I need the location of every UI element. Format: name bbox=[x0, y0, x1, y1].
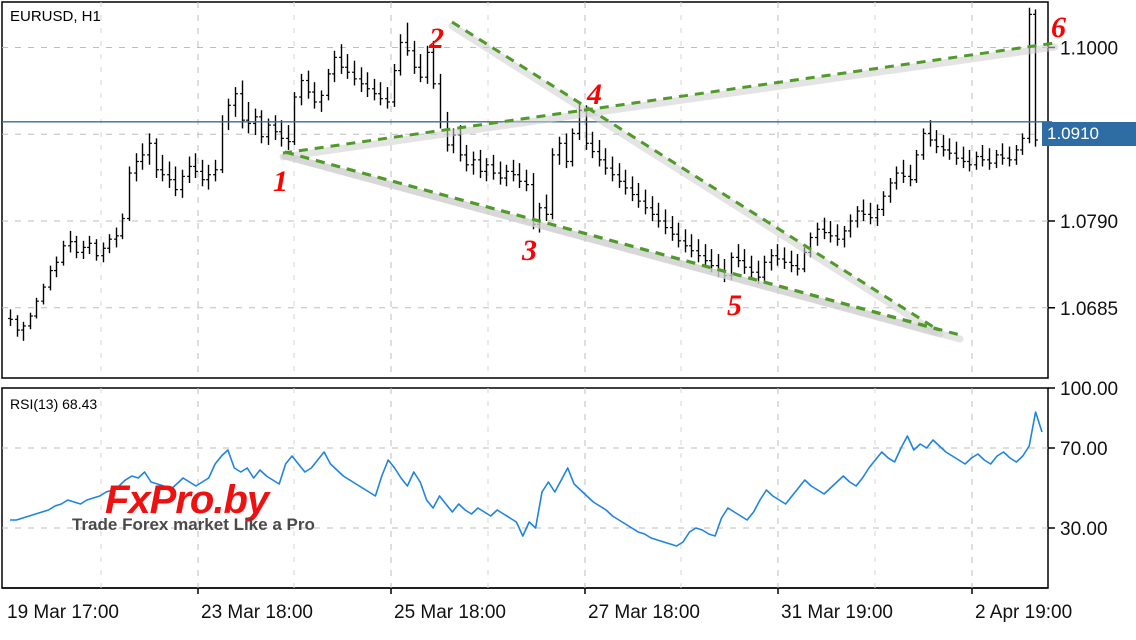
rsi-axis-label: 70.00 bbox=[1060, 439, 1108, 460]
trendline bbox=[282, 41, 1056, 155]
annotation-2: 2 bbox=[428, 22, 444, 55]
indicator-label: RSI(13) 68.43 bbox=[10, 396, 98, 412]
rsi-panel-frame bbox=[1, 387, 1049, 589]
trendline-shadow bbox=[448, 22, 939, 336]
price-bars bbox=[8, 7, 1038, 341]
time-axis-label: 23 Mar 18:00 bbox=[201, 602, 313, 623]
time-axis-label: 27 Mar 18:00 bbox=[588, 602, 700, 623]
time-axis-label: 25 Mar 18:00 bbox=[394, 602, 506, 623]
price-axis-label: 1.1000 bbox=[1060, 38, 1118, 59]
current-price-tag: 1.0910 bbox=[1042, 122, 1136, 146]
annotation-4: 4 bbox=[586, 78, 602, 111]
trendline-shadow bbox=[281, 152, 964, 343]
time-axis-label: 31 Mar 19:00 bbox=[781, 602, 893, 623]
watermark-title: FxPro.by bbox=[105, 478, 269, 522]
price-axis-label: 1.0790 bbox=[1060, 212, 1118, 233]
rsi-axis-label: 30.00 bbox=[1060, 519, 1108, 540]
time-axis-label: 2 Apr 19:00 bbox=[975, 602, 1072, 623]
trendline bbox=[284, 150, 961, 337]
trendline-shadow bbox=[279, 43, 1059, 161]
annotation-3: 3 bbox=[521, 234, 537, 267]
rsi-line bbox=[10, 411, 1043, 547]
symbol-label: EURUSD, H1 bbox=[10, 8, 101, 25]
annotation-6: 6 bbox=[1051, 11, 1066, 44]
annotation-5: 5 bbox=[727, 289, 742, 322]
rsi-axis-label: 100.00 bbox=[1060, 379, 1118, 400]
annotation-1: 1 bbox=[273, 165, 288, 198]
time-axis-label: 19 Mar 17:00 bbox=[7, 602, 119, 623]
watermark-subtitle: Trade Forex market Like a Pro bbox=[72, 515, 315, 534]
price-axis-label: 1.0685 bbox=[1060, 299, 1118, 320]
